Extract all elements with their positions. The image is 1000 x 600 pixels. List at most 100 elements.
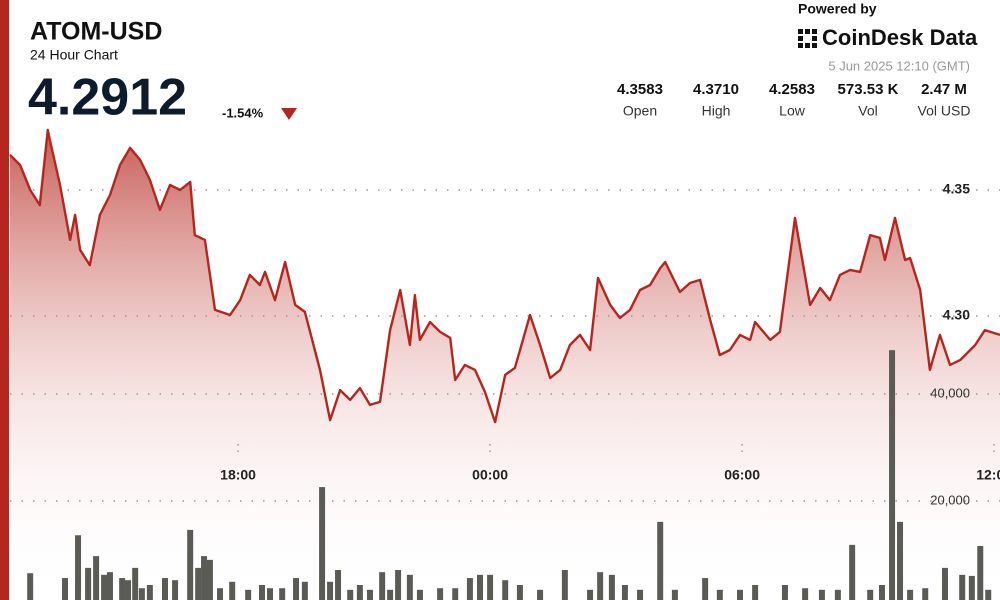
x-tick-label: 18:00 (220, 467, 256, 483)
volume-bar (187, 529, 194, 600)
powered-by: Powered by (798, 1, 877, 17)
volume-bar (206, 559, 213, 600)
volume-bar (537, 589, 544, 600)
stat-value: 4.2583 (769, 81, 815, 98)
price-change: -1.54% (222, 105, 264, 120)
volume-bar (752, 584, 759, 600)
volume-bar (487, 574, 494, 600)
volume-bar (195, 567, 202, 600)
volume-bar (27, 573, 34, 600)
volume-bar (301, 581, 308, 600)
stat-label: Vol USD (918, 103, 971, 119)
volume-bar (172, 580, 179, 600)
volume-bar (125, 580, 132, 600)
volume-bar (867, 589, 874, 600)
volume-bar (293, 578, 300, 600)
volume-bar (93, 556, 100, 600)
stat-value: 2.47 M (921, 81, 967, 98)
stat-value: 4.3710 (693, 81, 739, 98)
volume-bar (959, 574, 966, 600)
volume-bar (379, 572, 386, 600)
ticker-title: ATOM-USD (30, 18, 162, 46)
volume-bar (889, 350, 896, 600)
accent-bar (0, 0, 9, 600)
volume-bar (406, 574, 413, 600)
volume-bar (75, 535, 82, 600)
y-tick-label: 20,000 (930, 492, 970, 507)
volume-bar (466, 578, 473, 600)
volume-bar (897, 521, 904, 600)
stat-label: Vol (858, 103, 877, 119)
volume-bar (132, 567, 139, 600)
volume-bar (452, 588, 459, 600)
volume-bar (657, 521, 664, 600)
volume-bar (416, 589, 423, 600)
area-layer (10, 130, 1000, 600)
y-tick-label: 40,000 (930, 385, 970, 400)
volume-bar (279, 588, 286, 600)
volume-bar (477, 574, 484, 600)
volume-bar (502, 580, 509, 600)
volume-bar (671, 589, 678, 600)
volume-bar (561, 570, 568, 600)
volume-bar (621, 584, 628, 600)
volume-bar (85, 567, 92, 600)
volume-bar (716, 589, 723, 600)
volume-bar (319, 487, 326, 600)
brand-name: CoinDesk Data (822, 25, 978, 50)
volume-bar (146, 584, 153, 600)
volume-bar (941, 567, 948, 600)
x-tick-label: 12:00 (976, 467, 1000, 483)
stat-value: 573.53 K (838, 81, 899, 98)
volume-bar (119, 578, 126, 600)
label-layer: 4.30 4.35 18:00 00:00 06:00 12:00 20,000 40,000 (220, 181, 1000, 508)
stat-label: Low (779, 103, 806, 119)
volume-bar (802, 588, 809, 600)
brand-logo (798, 29, 817, 48)
plot-area: 4.30 4.35 18:00 00:00 06:00 12:00 20,000 40,000 (9, 128, 1000, 600)
line-layer (9, 128, 1000, 424)
volume-bar (608, 574, 615, 600)
chart-subtitle: 24 Hour Chart (30, 47, 118, 63)
volume-bar (335, 570, 342, 600)
volume-bar (737, 589, 744, 600)
volume-bar (516, 584, 523, 600)
volume-bar (907, 589, 914, 600)
volume-bar (245, 589, 252, 600)
volume-bar (702, 578, 709, 600)
volume-bar (347, 589, 354, 600)
volume-bar (968, 575, 975, 600)
volume-bar (387, 589, 394, 600)
volume-bar (229, 581, 236, 600)
volume-bar (101, 574, 108, 600)
x-tick-label: 00:00 (472, 467, 508, 483)
volume-bar (161, 578, 168, 600)
volume-bar (62, 578, 69, 600)
stat-label: High (702, 103, 731, 119)
volume-bar (266, 588, 273, 600)
stat-value: 4.3583 (617, 81, 663, 98)
price-line (9, 128, 1000, 424)
volume-bar (637, 589, 644, 600)
volume-bar (977, 545, 984, 600)
volume-bar (106, 572, 113, 600)
current-price: 4.2912 (28, 69, 187, 127)
down-arrow (281, 108, 297, 120)
price-area (10, 130, 1000, 600)
volume-bar (834, 589, 841, 600)
volume-bar (437, 588, 444, 600)
y-tick-label: 4.30 (943, 307, 970, 323)
volume-bar (201, 556, 208, 600)
volume-bar (327, 581, 334, 600)
volume-bar (985, 589, 992, 600)
y-tick-label: 4.35 (943, 181, 970, 197)
volume-bar (356, 584, 363, 600)
stat-label: Open (623, 103, 657, 119)
grid-layer (10, 189, 1000, 502)
volume-bar (366, 589, 373, 600)
volume-bar (259, 584, 266, 600)
volume-bar (781, 584, 788, 600)
volume-bar (597, 572, 604, 600)
volume-bar (217, 588, 224, 600)
